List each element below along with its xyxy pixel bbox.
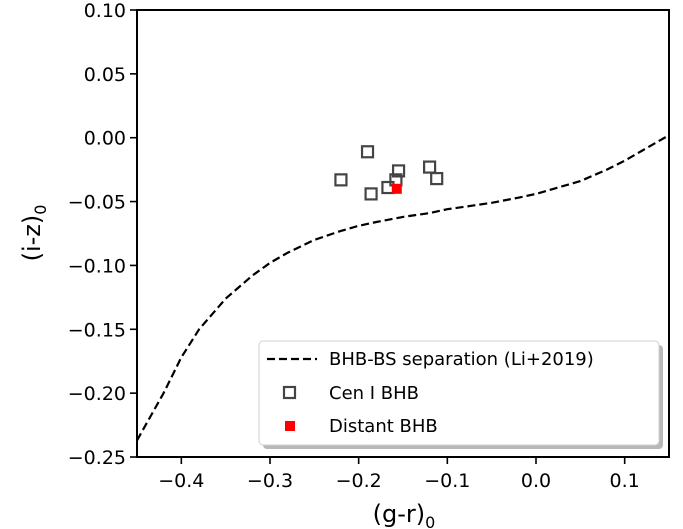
cen-i-bhb-point <box>360 145 375 159</box>
x-tick-label: 0.1 <box>610 470 640 492</box>
y-tick-label: −0.15 <box>68 319 126 341</box>
x-tick-label: −0.2 <box>336 470 382 492</box>
y-axis-title-sub: 0 <box>31 205 50 215</box>
separation-curve <box>136 134 670 441</box>
plot-frame <box>136 9 670 458</box>
legend-open-square-marker <box>282 385 297 400</box>
legend: BHB-BS separation (Li+2019) Cen I BHB Di… <box>258 340 663 449</box>
x-tick-label: −0.3 <box>247 470 293 492</box>
y-tick-label: −0.20 <box>68 383 126 405</box>
x-tick-label: 0.0 <box>521 470 551 492</box>
y-axis-title: (i-z)0 <box>18 205 50 262</box>
cen-i-bhb-point <box>364 187 378 201</box>
y-tick-label: 0.05 <box>84 64 126 86</box>
y-tick-label: −0.25 <box>68 447 126 469</box>
y-tick-label: 0.00 <box>84 128 126 150</box>
cen-i-bhb-point <box>381 180 395 195</box>
y-axis-title-main: (i-z) <box>18 215 46 262</box>
cen-i-bhb-point <box>430 171 444 186</box>
legend-box <box>258 340 660 446</box>
legend-label-separation: BHB-BS separation (Li+2019) <box>329 349 594 370</box>
x-axis-title-main: (g-r) <box>373 500 426 528</box>
y-tick-label: 0.10 <box>84 0 126 22</box>
plot-layer <box>136 134 670 441</box>
x-tick-label: −0.1 <box>424 470 470 492</box>
legend-filled-square-marker <box>285 421 295 431</box>
legend-label-distant-bhb: Distant BHB <box>329 416 438 437</box>
y-tick-label: −0.05 <box>68 192 126 214</box>
distant-bhb-point <box>391 183 402 194</box>
cen-i-bhb-point <box>334 173 348 187</box>
legend-label-cen-i-bhb: Cen I BHB <box>329 383 419 404</box>
cen-i-bhb-point <box>391 164 406 178</box>
y-tick-label: −0.10 <box>68 255 126 277</box>
cen-i-bhb-point <box>423 160 437 174</box>
axes-layer: −0.4 −0.3 −0.2 −0.1 0.0 0.1 0.10 0.05 0.00 −0.05 −… <box>68 0 670 492</box>
x-axis-title: (g-r)0 <box>373 500 436 529</box>
x-tick-label: −0.4 <box>158 470 204 492</box>
x-axis-title-sub: 0 <box>425 513 435 529</box>
